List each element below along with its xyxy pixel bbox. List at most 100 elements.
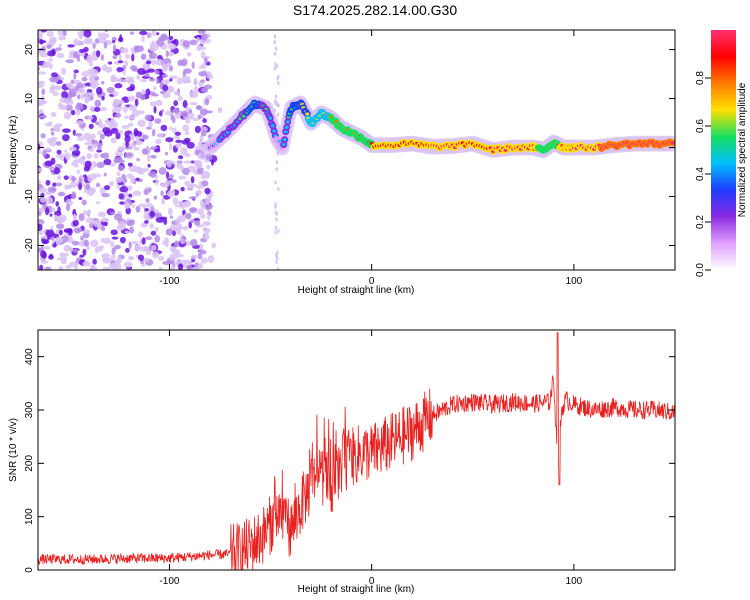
spectrogram-noise-blob (137, 67, 147, 76)
spectrogram-noise-blob (125, 79, 134, 83)
spectrogram-noise-blob (122, 78, 128, 83)
spectrogram-noise-blob (174, 107, 180, 115)
spectrogram-noise-blob (158, 110, 163, 117)
spectrogram-noise-blob (200, 51, 206, 59)
spectrogram-noise-blob (74, 163, 79, 168)
spectrogram-noise-blob (165, 50, 169, 58)
spectrogram-noise-blob (65, 59, 75, 64)
spectrogram-noise-blob (71, 149, 81, 157)
spectrogram-noise-blob (176, 77, 184, 85)
spectrogram-noise-blob (150, 230, 157, 236)
spectrogram-noise-blob (118, 37, 124, 43)
spectrogram-noise-blob (53, 167, 61, 175)
spectrogram-noise-blob (146, 32, 152, 38)
spectrogram-noise-blob (137, 167, 146, 175)
spectrogram-noise-blob (127, 255, 135, 261)
spectrogram-noise-blob (60, 257, 67, 265)
snr-ytick-label: 300 (24, 401, 35, 418)
spectrogram-noise-blob (178, 175, 187, 180)
spectrogram-noise-blob (276, 76, 279, 81)
spectrogram-noise-blob (76, 136, 86, 142)
spectrogram-noise-blob (80, 93, 85, 100)
spectrogram-noise-blob (65, 203, 71, 212)
spectrogram-noise-blob (153, 195, 158, 200)
spectrogram-noise-blob (95, 201, 101, 205)
spectrogram-noise-blob (110, 74, 117, 83)
spectrogram-noise-blob (154, 226, 159, 233)
spectrogram-ridge-core (272, 129, 277, 133)
spectrogram-noise-blob (48, 254, 54, 260)
spectrogram-noise-blob (77, 51, 81, 56)
spectrogram-noise-blob (141, 89, 146, 94)
spectrogram-noise-blob (169, 174, 174, 180)
spectrogram-noise-blob (62, 30, 67, 37)
spectrogram-ridge-core (282, 138, 287, 142)
spectrogram-noise-blob (154, 234, 161, 243)
spectrogram-noise-blob (196, 189, 202, 196)
spectrogram-noise-blob (165, 110, 173, 116)
spectrogram-noise-blob (94, 99, 102, 108)
spectrogram-noise-blob (116, 224, 125, 231)
spectrogram-noise-blobs (38, 30, 280, 270)
spectrogram-noise-blob (189, 196, 197, 200)
spectrogram-noise-blob (44, 147, 51, 151)
spectrogram-noise-blob (150, 43, 159, 52)
spectrogram-noise-blob (58, 43, 62, 48)
spectrogram-noise-blob (145, 214, 150, 222)
spectrogram-noise-blob (94, 76, 99, 81)
spectrogram-noise-blob (211, 242, 217, 249)
spectrogram-noise-blob (155, 32, 160, 36)
spectrogram-noise-blob (98, 118, 103, 126)
spectrogram-noise-blob (275, 64, 279, 69)
spectrogram-noise-blob (176, 160, 183, 164)
spectrogram-noise-blob (160, 183, 167, 187)
spectrogram-noise-blob (38, 100, 43, 107)
spectrogram-noise-blob (200, 213, 206, 219)
spectrogram-noise-blob (179, 237, 186, 244)
spectrogram-noise-blob (50, 111, 57, 118)
spectrogram-noise-blob (55, 47, 63, 51)
spectrogram-ridge-core (281, 142, 286, 147)
spectrogram-noise-blob (199, 108, 208, 116)
spectrogram-noise-blob (155, 212, 162, 218)
spectrogram-noise-blob (205, 38, 211, 44)
spectrogram-noise-blob (129, 226, 134, 234)
spectrogram-noise-blob (201, 180, 209, 187)
spectrogram-noise-blob (94, 38, 100, 44)
spectrogram-noise-blob (144, 208, 149, 212)
spectrogram-noise-blob (274, 230, 277, 235)
spectrogram-noise-blob (44, 207, 50, 216)
spectrogram-ytick-label: -10 (24, 189, 35, 204)
spectrogram-noise-blob (45, 229, 55, 238)
spectrogram-noise-blob (110, 137, 117, 144)
spectrogram-noise-blob (191, 61, 195, 69)
spectrogram-noise-blob (54, 236, 64, 244)
spectrogram-noise-blob (38, 143, 41, 151)
spectrogram-noise-blob (65, 82, 74, 88)
spectrogram-noise-blob (48, 166, 55, 171)
spectrogram-noise-blob (39, 52, 49, 58)
spectrogram-noise-blob (177, 155, 184, 160)
spectrogram-noise-blob (139, 79, 148, 83)
spectrogram-noise-blob (169, 256, 175, 261)
spectrogram-noise-blob (207, 255, 215, 263)
colorbar-gradient (711, 30, 736, 270)
spectrogram-noise-blob (40, 250, 47, 259)
spectrogram-noise-blob (39, 38, 44, 45)
spectrogram-noise-blob (275, 167, 278, 172)
spectrogram-noise-blob (275, 260, 278, 265)
spectrogram-noise-blob (130, 116, 135, 120)
spectrogram-noise-blob (90, 239, 99, 248)
spectrogram-noise-blob (88, 123, 94, 130)
spectrogram-noise-blob (160, 190, 164, 197)
spectrogram-noise-blob (77, 31, 86, 37)
spectrogram-noise-blob (166, 190, 175, 198)
spectrogram-noise-blob (75, 120, 84, 125)
spectrogram-noise-blob (104, 119, 110, 124)
spectrogram-noise-blob (100, 218, 109, 222)
spectrogram-noise-blob (162, 84, 169, 92)
spectrogram-noise-blob (141, 34, 145, 43)
spectrogram-noise-blob (274, 62, 277, 67)
spectrogram-noise-blob (169, 78, 173, 82)
spectrogram-noise-blob (165, 137, 174, 143)
